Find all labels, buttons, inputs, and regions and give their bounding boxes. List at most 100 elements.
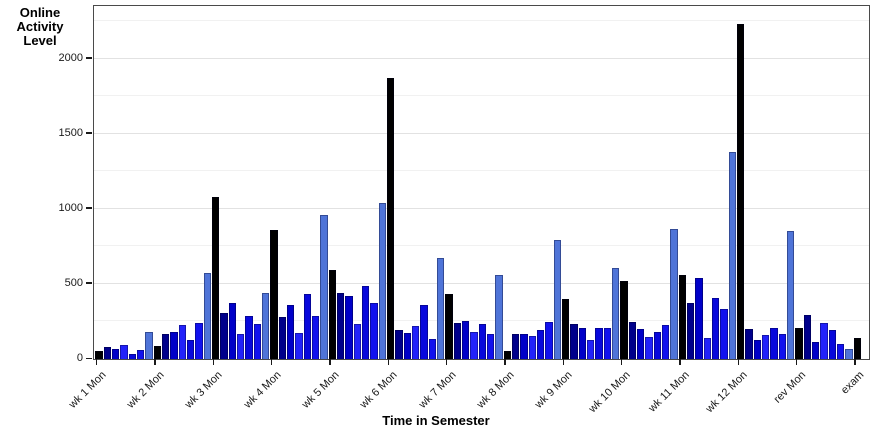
x-tick-label-wk-1-mon: wk 1 Mon xyxy=(66,369,109,411)
x-tick-label-wk-11-mon: wk 11 Mon xyxy=(645,369,692,415)
gridline-1500 xyxy=(94,132,869,134)
bar-rev-mon-day2 xyxy=(803,315,811,359)
bar-wk-9-mon-day6 xyxy=(603,327,611,359)
bar-wk-1-mon-day4 xyxy=(120,345,128,359)
bar-exam-day1 xyxy=(853,337,861,359)
bar-wk-8-mon-day1 xyxy=(503,350,511,359)
y-axis-title-line3: Level xyxy=(23,33,57,48)
bar-wk-11-mon-day2 xyxy=(686,302,695,359)
bar-wk-9-mon-day4 xyxy=(586,340,595,359)
bar-wk-12-mon-day5 xyxy=(770,328,778,359)
x-tick-label-wk-10-mon: wk 10 Mon xyxy=(587,369,634,416)
y-tick-label-2000: 2000 xyxy=(58,51,83,64)
bar-rev-mon-day7 xyxy=(845,348,853,359)
bar-wk-6-mon-day2 xyxy=(395,330,403,359)
bar-wk-4-mon-day1 xyxy=(270,229,278,359)
bar-wk-7-mon-day6 xyxy=(486,333,495,359)
x-tick-mark-5 xyxy=(329,359,331,365)
bar-wk-8-mon-day5 xyxy=(536,330,545,359)
bar-wk-7-mon-day5 xyxy=(478,323,486,359)
bar-wk-12-mon-day6 xyxy=(778,333,786,359)
bar-wk-1-mon-day6 xyxy=(136,350,145,359)
bar-wk-2-mon-day7 xyxy=(203,272,211,359)
bar-wk-10-mon-day4 xyxy=(645,336,653,359)
x-tick-mark-14 xyxy=(854,359,856,365)
bar-wk-10-mon-day5 xyxy=(653,331,661,359)
bar-wk-7-mon-day3 xyxy=(461,321,470,359)
y-axis-title-line2: Activity xyxy=(16,19,64,34)
bar-wk-3-mon-day2 xyxy=(220,313,228,359)
x-tick-mark-10 xyxy=(620,359,623,365)
gridline-250 xyxy=(94,320,869,322)
bar-wk-7-mon-day4 xyxy=(470,332,478,359)
gridline-500 xyxy=(94,282,869,284)
x-axis-title: Time in Semester xyxy=(382,413,490,428)
bar-wk-5-mon-day5 xyxy=(361,285,370,359)
bar-wk-6-mon-day5 xyxy=(420,304,428,359)
gridline-750 xyxy=(94,245,869,247)
bar-wk-11-mon-day5 xyxy=(711,297,720,359)
bar-wk-7-mon-day7 xyxy=(495,275,503,359)
bar-wk-9-mon-day1 xyxy=(561,298,570,359)
bar-wk-4-mon-day5 xyxy=(303,293,311,359)
bar-wk-12-mon-day3 xyxy=(753,339,761,359)
bar-wk-4-mon-day2 xyxy=(278,316,286,359)
bar-wk-3-mon-day4 xyxy=(236,333,245,359)
bar-wk-5-mon-day7 xyxy=(378,202,386,359)
bar-wk-2-mon-day5 xyxy=(186,340,195,359)
y-axis-title-line1: Online xyxy=(19,5,61,20)
gridline-2000 xyxy=(94,57,869,59)
bar-wk-6-mon-day7 xyxy=(436,257,445,359)
x-tick-mark-13 xyxy=(795,359,798,365)
bar-wk-6-mon-day6 xyxy=(428,339,436,359)
x-tick-mark-12 xyxy=(737,359,740,365)
x-tick-label-rev-mon: rev Mon xyxy=(771,369,809,406)
x-tick-mark-6 xyxy=(387,359,390,365)
bar-rev-mon-day5 xyxy=(828,330,836,359)
bar-rev-mon-day3 xyxy=(811,342,820,359)
x-tick-mark-2 xyxy=(154,359,156,365)
bar-wk-11-mon-day4 xyxy=(703,337,711,359)
x-tick-mark-11 xyxy=(679,359,681,365)
x-tick-label-wk-4-mon: wk 4 Mon xyxy=(241,369,284,411)
x-tick-label-wk-7-mon: wk 7 Mon xyxy=(416,369,459,411)
bar-wk-10-mon-day3 xyxy=(636,328,645,359)
bar-wk-5-mon-day2 xyxy=(336,292,345,359)
bar-wk-10-mon-day1 xyxy=(620,280,628,359)
bar-wk-5-mon-day6 xyxy=(370,303,378,359)
x-tick-mark-1 xyxy=(95,359,98,365)
bar-wk-12-mon-day1 xyxy=(736,24,745,359)
bar-wk-5-mon-day4 xyxy=(353,323,361,359)
bar-wk-12-mon-day4 xyxy=(761,335,770,359)
x-tick-mark-7 xyxy=(445,359,448,365)
bar-wk-4-mon-day6 xyxy=(311,315,320,359)
bar-rev-mon-day6 xyxy=(836,344,845,359)
bar-wk-10-mon-day6 xyxy=(661,325,670,359)
gridline-2250 xyxy=(94,20,869,22)
bar-wk-7-mon-day1 xyxy=(445,293,453,359)
bar-wk-8-mon-day6 xyxy=(545,321,553,359)
bar-wk-9-mon-day7 xyxy=(611,267,620,359)
bar-wk-1-mon-day7 xyxy=(145,332,153,359)
bar-wk-11-mon-day6 xyxy=(720,309,728,359)
bar-wk-8-mon-day2 xyxy=(511,333,520,359)
bar-rev-mon-day4 xyxy=(820,323,828,359)
y-axis-title: Online Activity Level xyxy=(4,6,76,48)
bar-wk-8-mon-day3 xyxy=(520,334,528,359)
x-tick-label-wk-9-mon: wk 9 Mon xyxy=(533,369,575,411)
bar-wk-2-mon-day4 xyxy=(178,324,186,359)
x-tick-label-wk-5-mon: wk 5 Mon xyxy=(299,369,342,411)
bar-wk-12-mon-day2 xyxy=(745,328,753,359)
bar-wk-5-mon-day1 xyxy=(328,270,336,359)
plot-panel xyxy=(93,5,870,360)
bar-wk-11-mon-day1 xyxy=(678,275,686,359)
x-tick-label-wk-6-mon: wk 6 Mon xyxy=(358,369,400,411)
gridline-1000 xyxy=(94,207,869,209)
bar-wk-10-mon-day2 xyxy=(628,321,636,359)
bar-wk-11-mon-day7 xyxy=(728,151,736,359)
y-tick-label-1000: 1000 xyxy=(58,201,83,214)
bar-wk-4-mon-day7 xyxy=(320,215,328,359)
bar-wk-3-mon-day3 xyxy=(228,302,236,359)
x-tick-mark-3 xyxy=(212,359,215,365)
